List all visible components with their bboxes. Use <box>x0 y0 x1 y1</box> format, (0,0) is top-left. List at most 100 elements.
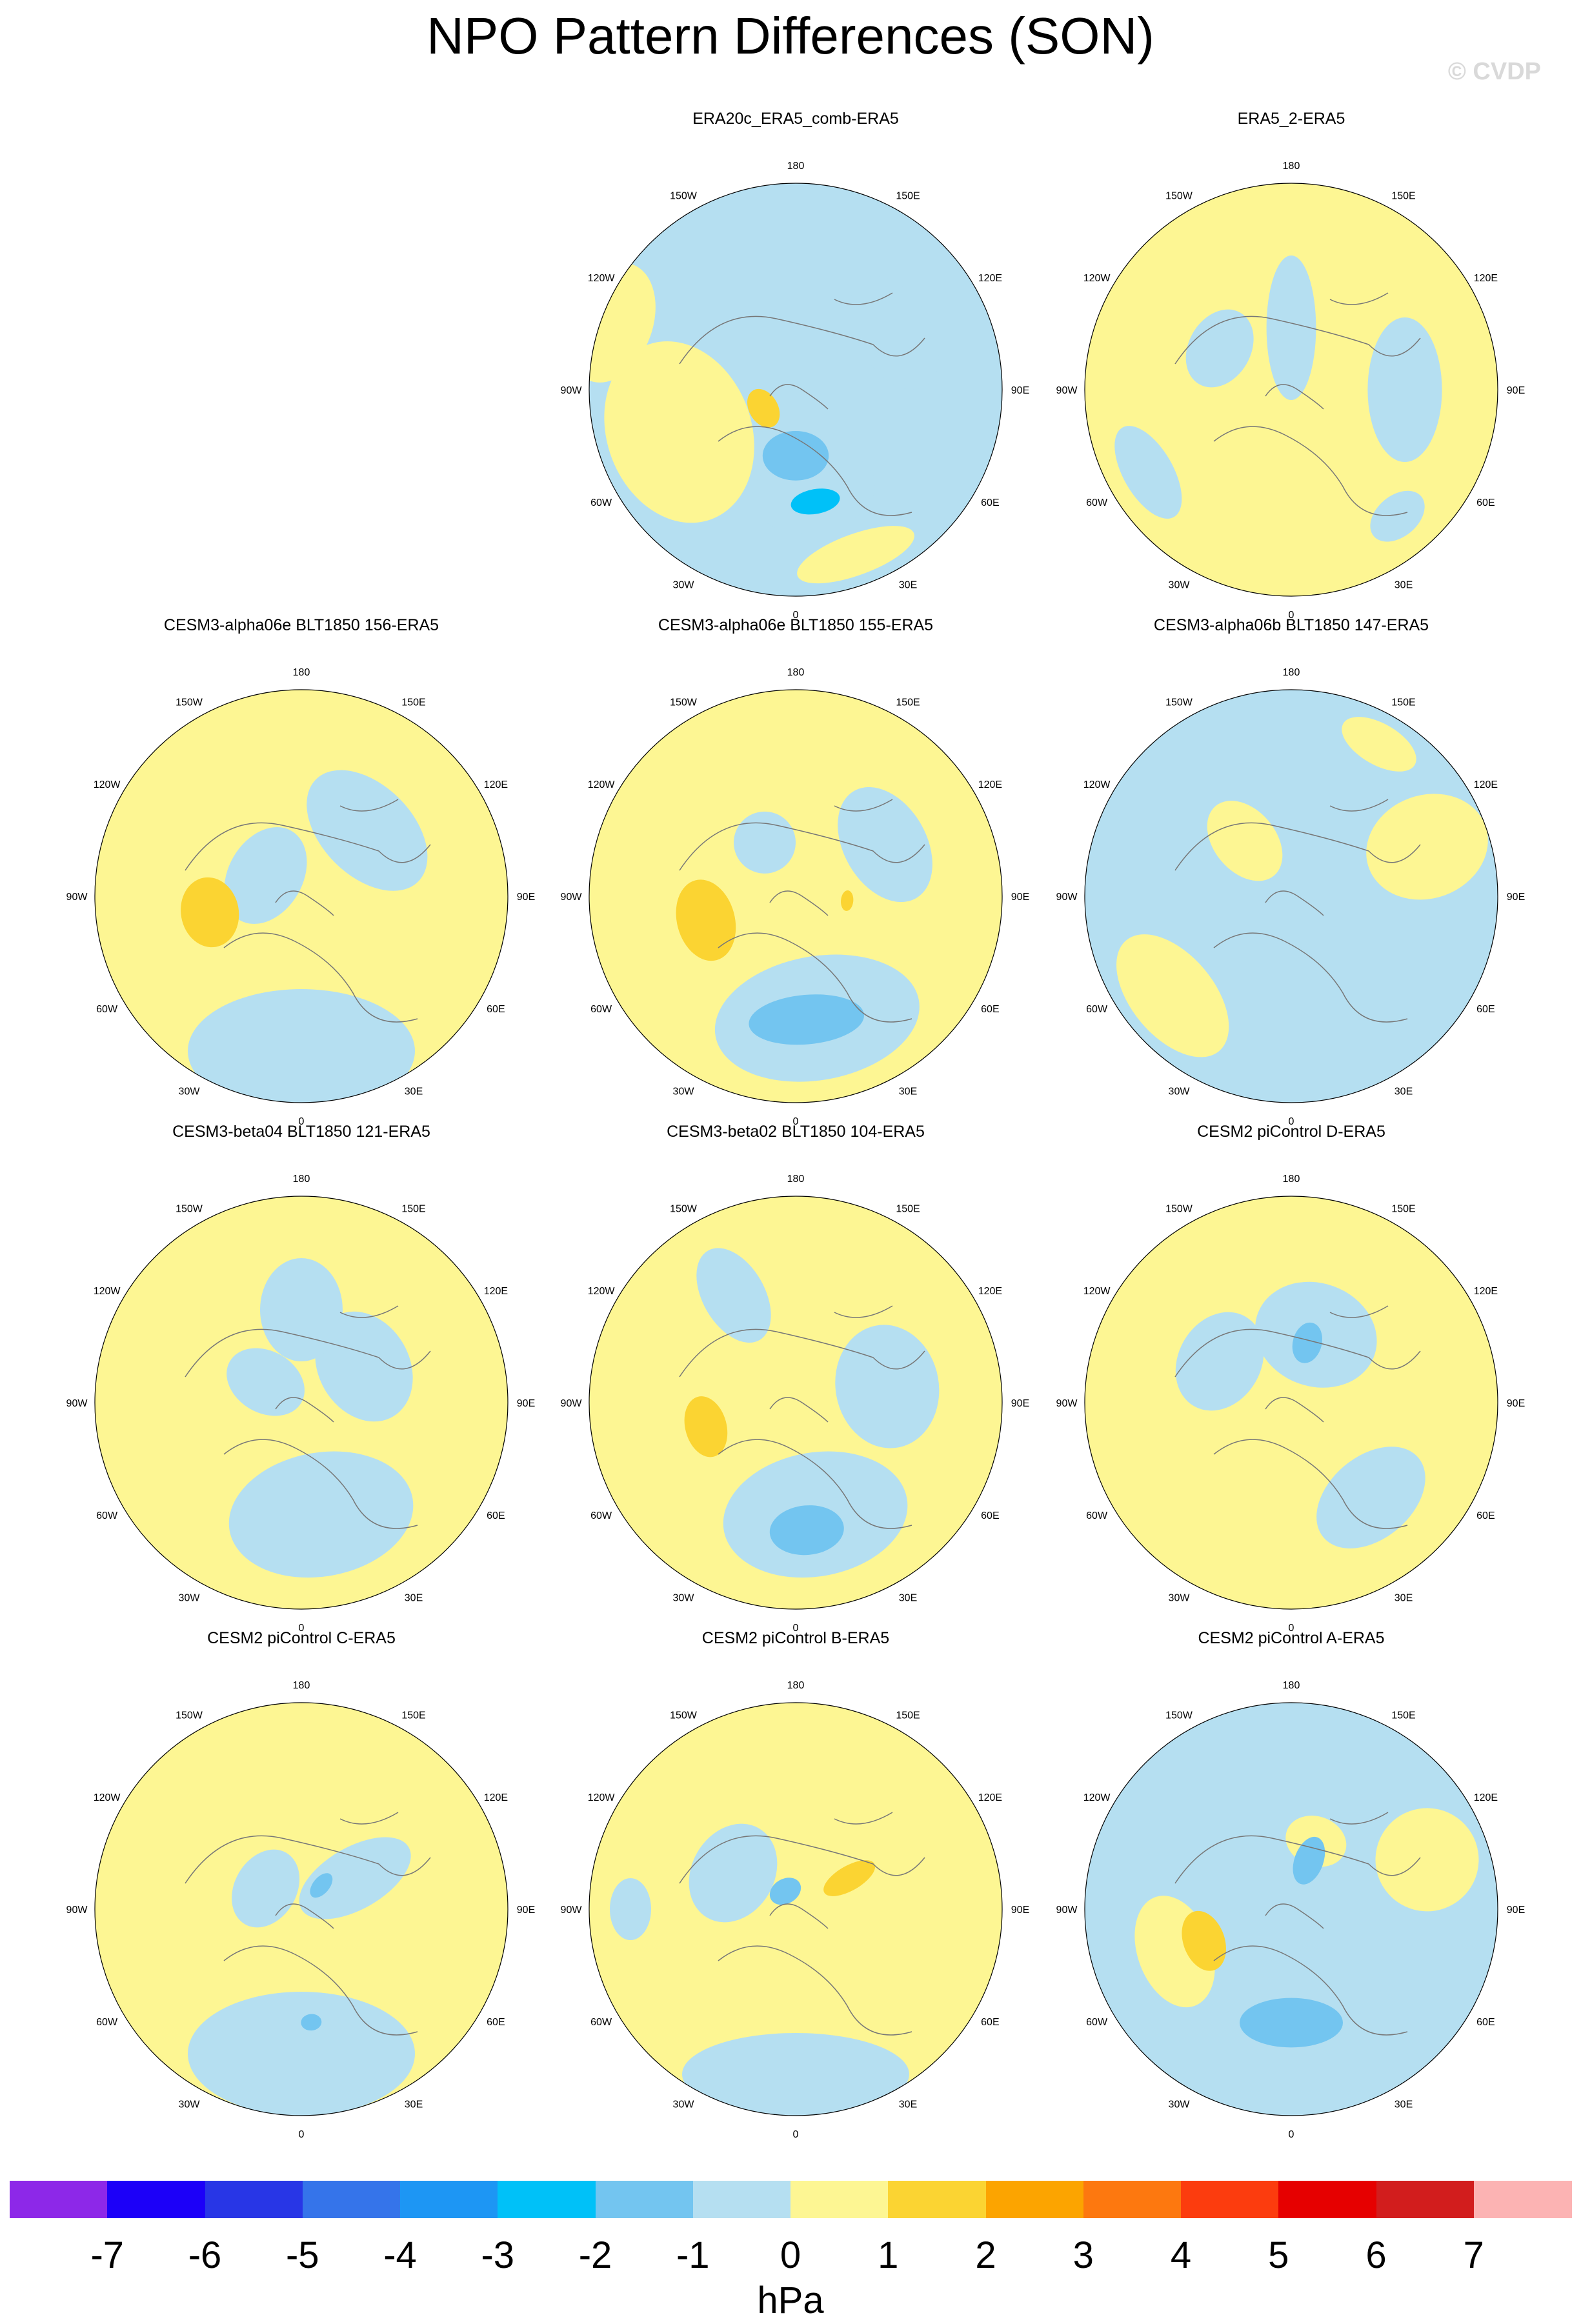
anomaly-contour-region <box>1375 1808 1479 1912</box>
anomaly-contour-region <box>1366 794 1488 900</box>
longitude-label: 150E <box>896 191 920 202</box>
coastline <box>185 799 431 1023</box>
anomaly-contour-region <box>1207 801 1283 881</box>
coastline <box>1174 1812 1421 2036</box>
colorbar-tick-label: 4 <box>1170 2234 1192 2276</box>
polar-map: 180 150E 120E 90E 60E 30E 0 30W 60W 90W 120W 150W <box>1056 1174 1526 1632</box>
longitude-label: 60W <box>590 2017 612 2028</box>
anomaly-contour-region <box>1316 1447 1425 1548</box>
colorbar-tick-label: 0 <box>780 2234 801 2276</box>
longitude-label: 0 <box>793 1116 799 1126</box>
longitude-label: 150E <box>1391 1710 1415 1721</box>
anomaly-contour-region <box>749 994 865 1045</box>
map-panel: ERA5_2-ERA5 180 150E 120E 90E 60E 30E 0 30W 60W 90… <box>1054 110 1528 619</box>
longitude-label: 180 <box>293 667 310 678</box>
longitude-label: 30E <box>899 1086 917 1097</box>
colorbar-tick-label: -1 <box>676 2234 710 2276</box>
longitude-label: 60E <box>1476 497 1495 508</box>
longitude-label: 60W <box>1086 1004 1108 1015</box>
colorbar-tick-label: 7 <box>1463 2234 1484 2276</box>
longitude-label: 60E <box>487 1510 505 1521</box>
longitude-label: 0 <box>1289 1623 1294 1632</box>
map-border <box>1084 689 1498 1103</box>
longitude-label: 0 <box>1289 610 1294 619</box>
longitude-label: 120E <box>978 1286 1002 1297</box>
longitude-label: 150E <box>401 697 425 708</box>
anomaly-contour-region <box>315 1311 413 1422</box>
panel-title: CESM3-beta04 BLT1850 121-ERA5 <box>172 1123 430 1141</box>
longitude-label: 90E <box>1011 1905 1029 1916</box>
longitude-label: 120W <box>1083 1792 1111 1803</box>
anomaly-contour-region <box>188 1992 415 2116</box>
longitude-label: 30W <box>673 2099 695 2110</box>
longitude-label: 60E <box>981 497 999 508</box>
anomaly-contour-region <box>228 1451 414 1578</box>
coastline <box>679 799 925 1023</box>
longitude-label: 120E <box>1474 1792 1498 1803</box>
longitude-label: 120E <box>978 273 1002 284</box>
anomaly-contour-region <box>224 826 307 925</box>
longitude-label: 30W <box>1169 579 1191 590</box>
map-panel: CESM2 piControl C-ERA5 180 150E 120E 90E 60E 3… <box>65 1629 538 2139</box>
longitude-label: 150W <box>670 697 698 708</box>
longitude-label: 60W <box>1086 2017 1108 2028</box>
longitude-label: 90E <box>1011 385 1029 396</box>
colorbar-swatch <box>302 2181 401 2218</box>
longitude-label: 30E <box>405 2099 423 2110</box>
anomaly-contour-region <box>696 1248 771 1343</box>
longitude-label: 0 <box>299 1623 305 1632</box>
map-panel: CESM3-alpha06e BLT1850 156-ERA5 180 150E 12… <box>65 616 538 1126</box>
colorbar-swatch <box>888 2181 986 2218</box>
longitude-label: 120E <box>484 779 508 790</box>
longitude-label: 90E <box>1507 892 1525 903</box>
anomaly-contour-region <box>1114 426 1182 519</box>
anomaly-contour-region <box>299 1837 411 1919</box>
longitude-label: 90W <box>1056 1398 1078 1409</box>
map-panel: CESM3-beta04 BLT1850 121-ERA5 180 150E 120E… <box>65 1123 538 1632</box>
colorbar-unit: hPa <box>757 2279 824 2321</box>
longitude-label: 180 <box>293 1174 310 1185</box>
colorbar-swatch <box>595 2181 694 2218</box>
map-panel: CESM3-beta02 BLT1850 104-ERA5 180 150E 120E… <box>559 1123 1032 1632</box>
coastline <box>1174 1305 1421 1529</box>
longitude-label: 90W <box>561 1905 583 1916</box>
longitude-label: 30W <box>673 579 695 590</box>
anomaly-contour-region <box>1292 1322 1323 1363</box>
colorbar-tick-label: -5 <box>285 2234 319 2276</box>
colorbar-tick-label: -6 <box>188 2234 222 2276</box>
longitude-label: 180 <box>787 1174 805 1185</box>
panel-title: ERA5_2-ERA5 <box>1237 110 1345 128</box>
longitude-label: 90W <box>561 892 583 903</box>
longitude-label: 0 <box>793 2129 799 2139</box>
colorbar-swatch <box>10 2181 108 2218</box>
anomaly-contour-region <box>790 488 840 515</box>
longitude-label: 90E <box>517 1905 535 1916</box>
anomaly-contour-region <box>1370 490 1425 542</box>
anomaly-contour-region <box>838 786 932 903</box>
longitude-label: 120W <box>94 1792 121 1803</box>
longitude-label: 0 <box>793 1623 799 1632</box>
map-border <box>1084 1196 1498 1610</box>
longitude-label: 120W <box>588 779 616 790</box>
panel-title: CESM3-beta02 BLT1850 104-ERA5 <box>667 1123 925 1141</box>
colorbar-tick-label: -3 <box>481 2234 515 2276</box>
anomaly-contour-region <box>301 2014 322 2031</box>
map-panel: ERA20c_ERA5_comb-ERA5 180 150E 120E 90E 60E 30… <box>559 110 1032 619</box>
longitude-label: 150E <box>1391 191 1415 202</box>
colorbar-swatch <box>1083 2181 1182 2218</box>
anomaly-background <box>1085 1196 1498 1609</box>
polar-map: 180 150E 120E 90E 60E 30E 0 30W 60W 90W 120W 150W <box>561 667 1030 1126</box>
longitude-label: 180 <box>293 1680 310 1691</box>
longitude-label: 120E <box>978 1792 1002 1803</box>
anomaly-contour-region <box>610 1878 651 1940</box>
longitude-label: 90E <box>1507 385 1525 396</box>
longitude-label: 0 <box>1289 1116 1294 1126</box>
longitude-label: 120W <box>588 273 616 284</box>
longitude-label: 120E <box>484 1792 508 1803</box>
anomaly-contour-region <box>769 1505 844 1556</box>
panel-title: ERA20c_ERA5_comb-ERA5 <box>692 110 899 128</box>
longitude-label: 150E <box>896 697 920 708</box>
longitude-label: 60E <box>487 1004 505 1015</box>
longitude-label: 150W <box>1165 1204 1193 1215</box>
longitude-label: 60E <box>981 1510 999 1521</box>
